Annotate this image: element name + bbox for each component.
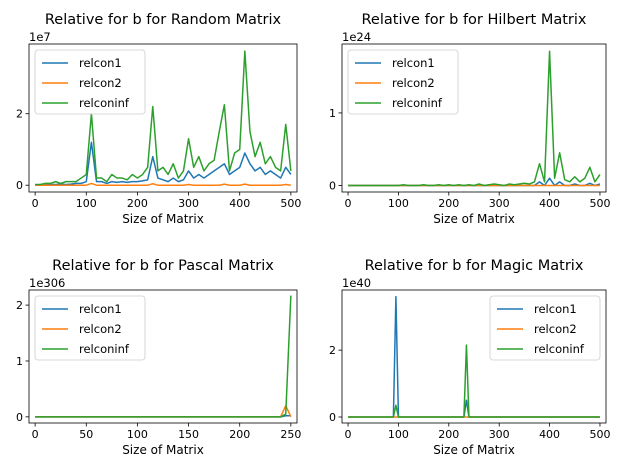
chart-title: Relative for b for Hilbert Matrix [362, 12, 587, 28]
chart-panel-3: Relative for b for Pascal Matrix 1e306 0 50… [16, 258, 301, 457]
x-axis-label: Size of Matrix [122, 212, 204, 226]
legend: relcon1 relcon2 relconinf [34, 295, 146, 361]
legend-box [34, 295, 146, 361]
series-line-relcon1 [348, 177, 601, 187]
y-tick-label: 0 [16, 411, 23, 424]
legend-label-relconinf: relconinf [79, 96, 130, 110]
legend-label-relcon1: relcon1 [392, 56, 435, 70]
chart-title: Relative for b for Pascal Matrix [52, 258, 274, 274]
axis-offset-label: 1e306 [29, 276, 65, 290]
x-tick-label: 300 [178, 197, 199, 210]
x-tick-label: 150 [178, 428, 199, 441]
legend-label-relcon2: relcon2 [79, 322, 122, 336]
series-line-relcon2 [35, 182, 291, 186]
x-tick-label: 0 [345, 197, 352, 210]
y-tick-label: 1 [16, 355, 23, 368]
x-tick-label: 50 [79, 428, 93, 441]
x-tick-label: 250 [280, 428, 301, 441]
x-axis-label: Size of Matrix [433, 212, 515, 226]
x-tick-label: 100 [76, 197, 97, 210]
x-tick-label: 400 [539, 428, 560, 441]
series-line-relconinf [348, 344, 600, 418]
y-tick-label: 2 [329, 344, 336, 357]
legend-box [489, 295, 601, 361]
x-tick-label: 200 [438, 428, 459, 441]
x-tick-label: 400 [229, 197, 250, 210]
x-tick-label: 200 [229, 428, 250, 441]
y-tick-label: 0 [329, 411, 336, 424]
legend: relcon1 relcon2 relconinf [34, 49, 146, 115]
series-line-relcon1 [35, 141, 292, 186]
series-line-relconinf [35, 295, 292, 418]
y-tick-label: 1 [329, 107, 336, 120]
axis-offset-label: 1e24 [342, 30, 371, 44]
series-line-relconinf [35, 50, 292, 186]
axis-offset-label: 1e40 [342, 276, 371, 290]
x-tick-label: 400 [539, 197, 560, 210]
legend-box [347, 49, 459, 115]
legend-label-relconinf: relconinf [534, 342, 585, 356]
x-tick-label: 100 [388, 197, 409, 210]
x-tick-label: 300 [489, 428, 510, 441]
legend-label-relconinf: relconinf [79, 342, 130, 356]
legend-label-relcon1: relcon1 [534, 302, 577, 316]
series-line-relcon2 [35, 404, 292, 418]
legend-label-relcon2: relcon2 [392, 76, 435, 90]
legend-box [34, 49, 146, 115]
x-tick-label: 100 [388, 428, 409, 441]
legend: relcon1 relcon2 relconinf [347, 49, 459, 115]
x-axis-label: Size of Matrix [433, 443, 515, 457]
chart-panel-1: Relative for b for Random Matrix 1e7 0 100 2… [16, 12, 301, 226]
legend-label-relcon1: relcon1 [79, 56, 122, 70]
x-tick-label: 300 [489, 197, 510, 210]
y-tick-label: 2 [16, 108, 23, 121]
x-tick-label: 0 [345, 428, 352, 441]
x-tick-label: 0 [32, 428, 39, 441]
x-tick-label: 500 [589, 197, 610, 210]
axes-frame [341, 289, 607, 424]
chart-panel-4: Relative for b for Magic Matrix 1e40 0 100 2… [329, 258, 610, 457]
y-tick-label: 0 [329, 179, 336, 192]
chart-title: Relative for b for Magic Matrix [365, 258, 584, 274]
axes-frame [28, 289, 298, 424]
legend-label-relcon2: relcon2 [534, 322, 577, 336]
x-tick-label: 500 [589, 428, 610, 441]
axes-frame [28, 43, 298, 193]
axes-frame [341, 43, 607, 193]
x-tick-label: 200 [127, 197, 148, 210]
x-tick-label: 100 [127, 428, 148, 441]
y-tick-label: 2 [16, 299, 23, 312]
x-tick-label: 500 [280, 197, 301, 210]
y-tick-label: 0 [16, 179, 23, 192]
chart-title: Relative for b for Random Matrix [45, 12, 282, 28]
x-tick-label: 0 [32, 197, 39, 210]
x-tick-label: 200 [438, 197, 459, 210]
legend-label-relconinf: relconinf [392, 96, 443, 110]
axis-offset-label: 1e7 [29, 30, 51, 44]
legend-label-relcon2: relcon2 [79, 76, 122, 90]
x-axis-label: Size of Matrix [122, 443, 204, 457]
legend: relcon1 relcon2 relconinf [489, 295, 601, 361]
legend-label-relcon1: relcon1 [79, 302, 122, 316]
series-line-relconinf [348, 50, 601, 187]
